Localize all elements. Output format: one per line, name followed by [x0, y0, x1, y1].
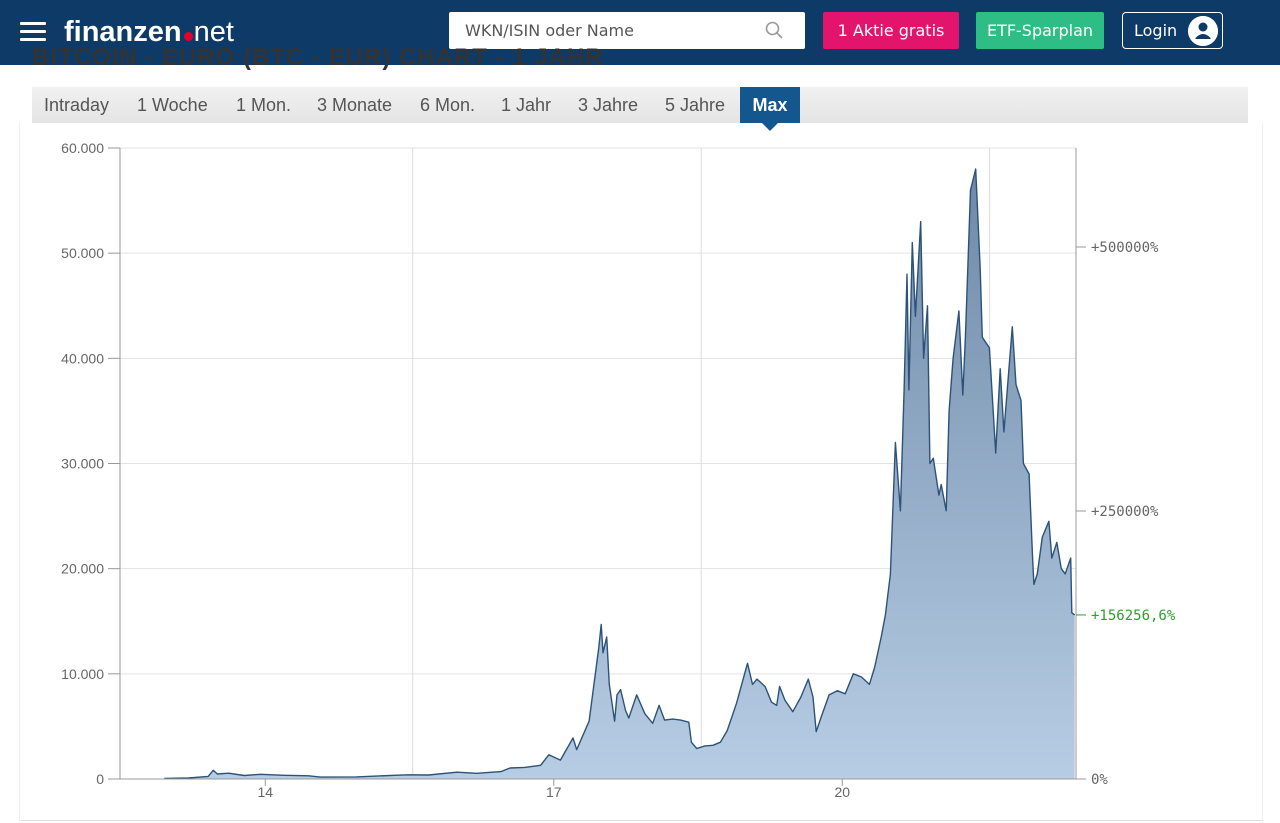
- x-tick-label: 20: [834, 784, 850, 800]
- chart-container: [19, 123, 1263, 821]
- logo-tld: net: [193, 16, 234, 48]
- y-tick-label: 60.000: [61, 140, 104, 156]
- series-line: [164, 168, 1076, 780]
- logo-brand: finanzen: [64, 16, 182, 48]
- tab-3-jahre[interactable]: 3 Jahre: [578, 95, 639, 115]
- y2-tick-label: +500000%: [1091, 240, 1159, 256]
- timeframe-tabs: Intraday 1 Woche 1 Mon. 3 Monate 6 Mon. 1 Jah…: [32, 87, 1248, 131]
- search-box: [449, 12, 805, 49]
- user-avatar-icon: [1188, 16, 1218, 46]
- tab-max[interactable]: Max: [740, 87, 800, 131]
- y2-tick-label: +250000%: [1091, 504, 1159, 520]
- tab-intraday[interactable]: Intraday: [44, 95, 110, 115]
- tab-5-jahre[interactable]: 5 Jahre: [665, 95, 726, 115]
- x-tick-label: 17: [546, 784, 562, 800]
- current-performance-label: +156256,6%: [1091, 608, 1176, 624]
- tab-1-woche[interactable]: 1 Woche: [137, 95, 208, 115]
- y-tick-label: 20.000: [61, 561, 104, 577]
- y-tick-label: 0: [96, 771, 104, 787]
- free-share-button[interactable]: 1 Aktie gratis: [823, 12, 959, 49]
- tab-6-mon[interactable]: 6 Mon.: [420, 95, 476, 115]
- tab-1-mon[interactable]: 1 Mon.: [236, 95, 292, 115]
- tab-3-monate[interactable]: 3 Monate: [317, 95, 393, 115]
- tab-1-jahr[interactable]: 1 Jahr: [501, 95, 552, 115]
- y-tick-label: 50.000: [61, 245, 104, 261]
- chart-heading: BITCOIN - EURO (BTC - EUR) CHART - 1 JAH…: [32, 44, 604, 71]
- etf-savings-plan-button[interactable]: ETF-Sparplan: [976, 12, 1104, 49]
- finanzen-logo[interactable]: finanzen net: [64, 14, 234, 50]
- series-area-fill: [164, 169, 1075, 779]
- series-area: [164, 168, 1076, 780]
- x-tick-label: 14: [258, 784, 274, 800]
- y-tick-label: 10.000: [61, 666, 104, 682]
- logo-dot: [183, 32, 193, 41]
- y2-tick-label: 0%: [1091, 772, 1108, 788]
- search-icon[interactable]: [765, 21, 783, 39]
- search-input[interactable]: [449, 12, 765, 49]
- y-tick-label: 30.000: [61, 456, 104, 472]
- login-button[interactable]: Login: [1122, 12, 1223, 49]
- login-label: Login: [1134, 21, 1178, 40]
- hamburger-menu-icon[interactable]: [20, 22, 46, 42]
- y-tick-label: 40.000: [61, 350, 104, 366]
- chart-axes: 0 10.000 20.000 30.000 40.000 50.000 60.000 14 1…: [61, 140, 1176, 800]
